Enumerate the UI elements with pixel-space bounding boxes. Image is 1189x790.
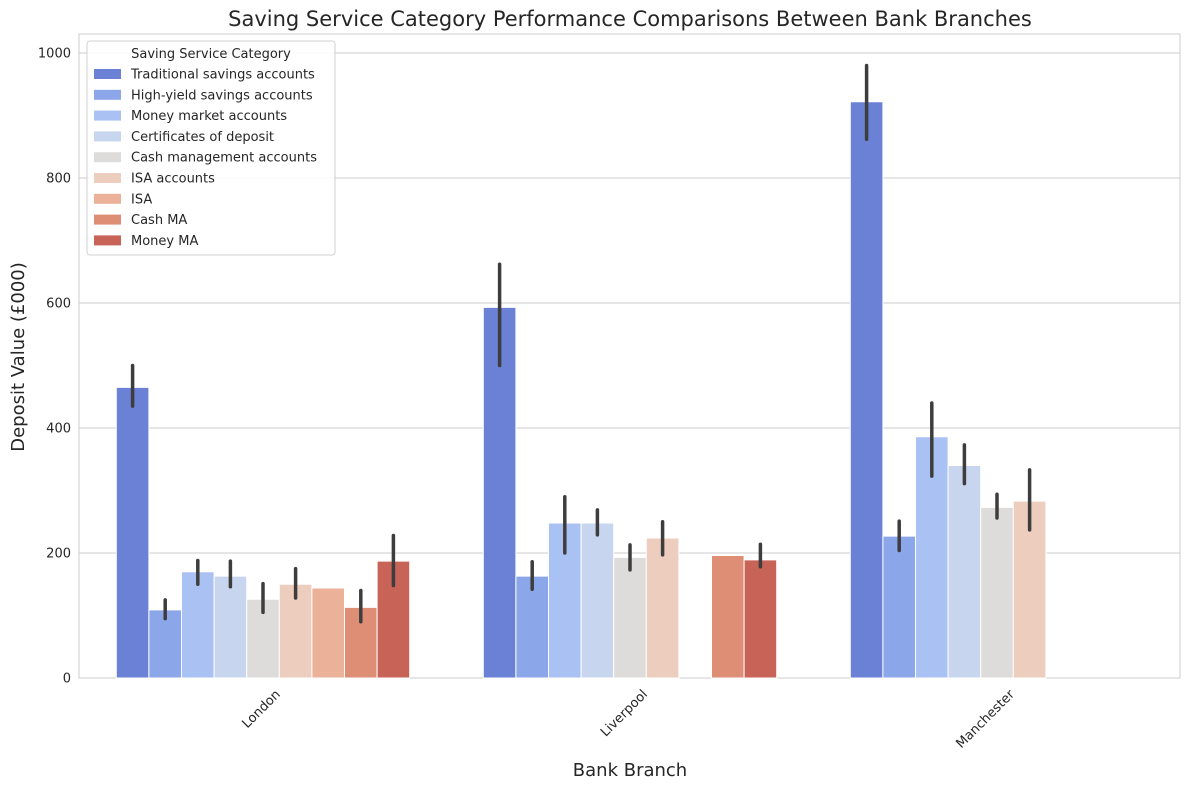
bar-manchester-1 — [882, 535, 917, 679]
y-axis-label: Deposit Value (£000) — [8, 262, 29, 452]
x-axis-label: Bank Branch — [573, 760, 687, 781]
legend-label: Cash management accounts — [131, 151, 317, 166]
legend-label: Cash MA — [131, 213, 187, 228]
legend-label: ISA accounts — [131, 172, 215, 187]
bar-london-2 — [181, 571, 215, 679]
legend-swatch — [94, 235, 121, 246]
x-tick-label-manchester: Manchester — [953, 687, 1018, 752]
bar-liverpool-4 — [613, 556, 647, 679]
legend-swatch — [94, 110, 121, 121]
bar-london-0 — [115, 386, 150, 679]
chart-title: Saving Service Category Performance Comp… — [228, 7, 1032, 31]
error-bars — [130, 63, 1032, 624]
y-tick-label: 400 — [46, 422, 71, 437]
bar-manchester-3 — [947, 465, 982, 679]
y-tick-labels: 0 200 400 600 800 1000 — [38, 47, 71, 687]
x-tick-label-liverpool: Liverpool — [598, 687, 651, 740]
legend-label: Money market accounts — [131, 109, 287, 124]
legend-swatch — [94, 173, 121, 183]
x-tick-labels: London Liverpool Manchester — [240, 687, 1019, 752]
bar-liverpool-5 — [645, 537, 680, 679]
bar-liverpool-8 — [743, 559, 778, 679]
bar-london-1 — [148, 609, 182, 679]
legend-label: Certificates of deposit — [131, 130, 274, 145]
bar-liverpool-7 — [711, 555, 745, 679]
bar-liverpool-3 — [580, 522, 615, 679]
x-tick-label-london: London — [240, 687, 284, 731]
bar-london-5 — [278, 583, 313, 679]
legend-label: High-yield savings accounts — [131, 88, 313, 103]
bar-manchester-4 — [980, 506, 1014, 679]
legend-swatch — [94, 214, 121, 225]
legend-label: Money MA — [131, 234, 198, 249]
legend-title: Saving Service Category — [131, 47, 291, 62]
y-tick-label: 1000 — [38, 47, 71, 62]
bar-liverpool-0 — [482, 306, 517, 679]
bar-london-3 — [213, 575, 248, 679]
legend-swatch — [94, 152, 121, 163]
y-tick-label: 600 — [46, 297, 71, 312]
legend-swatch — [94, 131, 121, 142]
legend-box — [86, 40, 336, 256]
legend-items: Traditional savings accounts High-yield s… — [94, 68, 317, 249]
bar-liverpool-1 — [515, 575, 550, 679]
legend-swatch — [94, 69, 121, 79]
legend-label: Traditional savings accounts — [130, 68, 315, 83]
y-tick-label: 200 — [46, 547, 71, 562]
bar-london-6 — [311, 587, 345, 679]
y-tick-label: 0 — [63, 672, 71, 687]
legend-swatch — [94, 89, 121, 100]
legend: Saving Service Category Traditional savi… — [86, 40, 336, 256]
bar-manchester-0 — [849, 101, 884, 679]
legend-label: ISA — [131, 192, 152, 207]
legend-swatch — [94, 193, 121, 204]
y-tick-label: 800 — [46, 172, 71, 187]
